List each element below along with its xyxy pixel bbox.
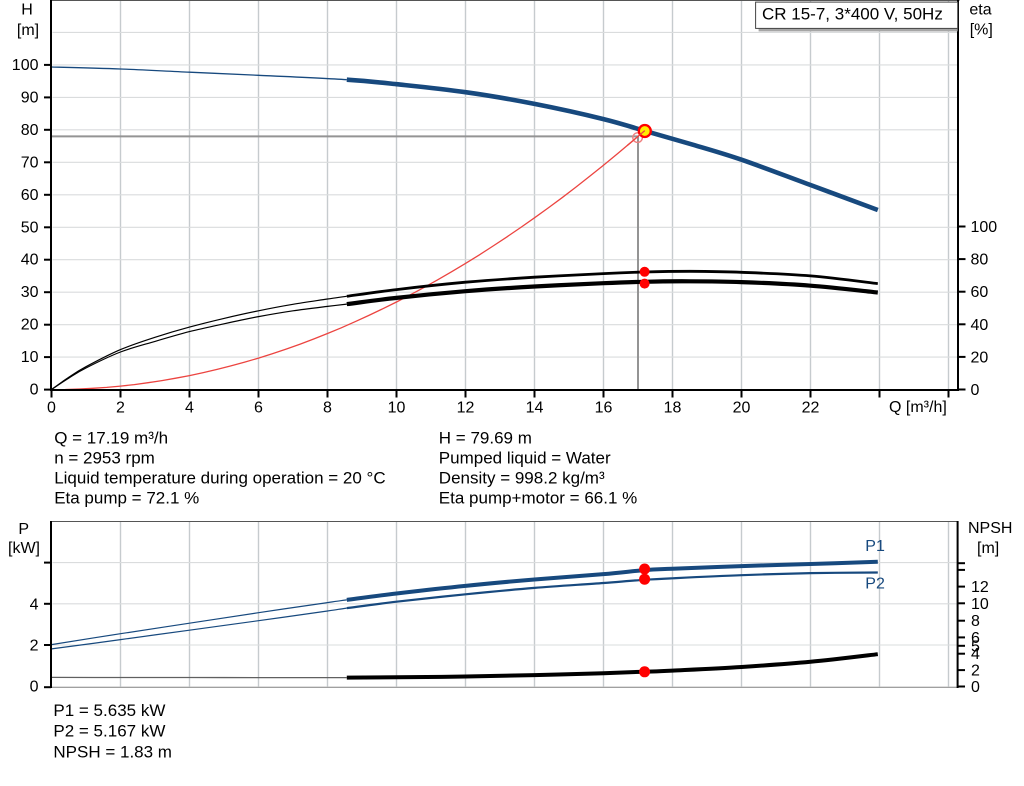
- svg-text:P1: P1: [865, 538, 885, 555]
- svg-text:Eta pump+motor = 66.1 %: Eta pump+motor = 66.1 %: [439, 489, 637, 508]
- svg-text:4: 4: [30, 596, 39, 613]
- svg-text:eta: eta: [969, 1, 991, 18]
- svg-text:10: 10: [21, 349, 39, 366]
- svg-text:4: 4: [185, 399, 194, 416]
- svg-text:8: 8: [971, 613, 980, 630]
- svg-text:P2: P2: [865, 576, 885, 593]
- svg-text:Q [m³/h]: Q [m³/h]: [889, 399, 947, 416]
- svg-text:2: 2: [30, 638, 39, 655]
- svg-text:50: 50: [21, 219, 39, 236]
- svg-text:20: 20: [733, 399, 751, 416]
- svg-text:Density = 998.2 kg/m³: Density = 998.2 kg/m³: [439, 469, 605, 488]
- svg-text:80: 80: [971, 252, 989, 269]
- svg-text:0: 0: [30, 679, 39, 696]
- svg-text:P1 = 5.635 kW: P1 = 5.635 kW: [53, 701, 165, 720]
- svg-text:CR 15-7, 3*400 V, 50Hz: CR 15-7, 3*400 V, 50Hz: [762, 5, 943, 24]
- svg-text:100: 100: [971, 219, 998, 236]
- svg-text:Q = 17.19 m³/h: Q = 17.19 m³/h: [54, 429, 168, 448]
- svg-text:16: 16: [595, 399, 613, 416]
- svg-text:0: 0: [971, 382, 980, 399]
- svg-text:14: 14: [526, 399, 544, 416]
- svg-text:90: 90: [21, 89, 39, 106]
- svg-text:NPSH: NPSH: [968, 520, 1012, 537]
- svg-text:40: 40: [971, 317, 989, 334]
- svg-text:[%]: [%]: [970, 22, 993, 39]
- svg-text:10: 10: [971, 596, 989, 613]
- svg-text:4: 4: [971, 646, 980, 663]
- svg-text:8: 8: [323, 399, 332, 416]
- svg-text:2: 2: [116, 399, 125, 416]
- svg-text:0: 0: [47, 399, 56, 416]
- svg-text:20: 20: [971, 349, 989, 366]
- svg-text:80: 80: [21, 122, 39, 139]
- svg-text:Liquid temperature during oper: Liquid temperature during operation = 20…: [54, 469, 385, 488]
- svg-text:Eta pump = 72.1 %: Eta pump = 72.1 %: [54, 489, 199, 508]
- svg-text:NPSH = 1.83 m: NPSH = 1.83 m: [53, 742, 172, 761]
- svg-text:60: 60: [21, 187, 39, 204]
- svg-text:0: 0: [30, 382, 39, 399]
- svg-text:60: 60: [971, 284, 989, 301]
- svg-text:12: 12: [971, 579, 989, 596]
- svg-text:22: 22: [802, 399, 820, 416]
- svg-text:H: H: [21, 2, 33, 19]
- svg-text:Pumped liquid = Water: Pumped liquid = Water: [439, 449, 611, 468]
- svg-text:6: 6: [971, 630, 980, 647]
- svg-text:P: P: [18, 521, 29, 538]
- svg-text:2: 2: [971, 663, 980, 680]
- svg-text:5: 5: [971, 638, 980, 655]
- svg-text:n = 2953 rpm: n = 2953 rpm: [54, 449, 155, 468]
- svg-text:70: 70: [21, 154, 39, 171]
- svg-text:[m]: [m]: [977, 540, 999, 557]
- svg-text:P2 = 5.167 kW: P2 = 5.167 kW: [53, 722, 165, 741]
- svg-text:H = 79.69 m: H = 79.69 m: [439, 429, 532, 448]
- svg-text:0: 0: [971, 679, 980, 696]
- svg-text:12: 12: [457, 399, 475, 416]
- svg-text:40: 40: [21, 252, 39, 269]
- svg-text:100: 100: [12, 57, 39, 74]
- svg-text:20: 20: [21, 317, 39, 334]
- svg-text:18: 18: [664, 399, 682, 416]
- svg-text:[m]: [m]: [17, 22, 39, 39]
- svg-text:6: 6: [254, 399, 263, 416]
- svg-text:[kW]: [kW]: [8, 540, 40, 557]
- svg-text:10: 10: [388, 399, 406, 416]
- svg-text:30: 30: [21, 284, 39, 301]
